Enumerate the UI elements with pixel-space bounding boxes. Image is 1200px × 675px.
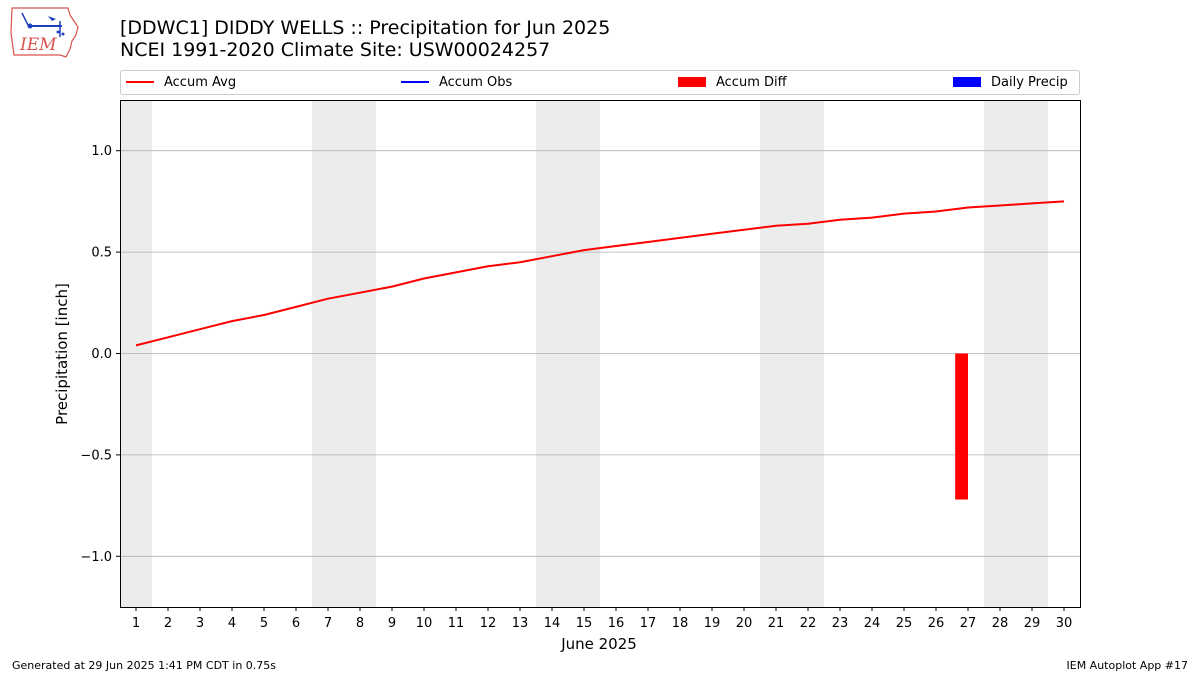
x-tick-label: 1 (132, 616, 140, 631)
x-tick-label: 19 (704, 616, 721, 631)
x-tick-label: 6 (292, 616, 300, 631)
generated-note: Generated at 29 Jun 2025 1:41 PM CDT in … (12, 659, 277, 672)
x-axis-ticks: 1 2 3 4 5 6 7 8 9 10 11 12 13 14 15 16 17 18 19 20 21 22 23 24 2… (132, 607, 1072, 631)
legend: Accum Avg Accum Obs Accum Diff Daily Precip (120, 70, 1080, 95)
y-tick-label: −0.5 (80, 448, 112, 463)
y-tick-label: 0.5 (91, 246, 112, 261)
legend-label: Accum Obs (439, 75, 512, 90)
weekend-shading (120, 100, 1048, 607)
x-tick-label: 4 (228, 616, 236, 631)
x-tick-label: 7 (324, 616, 332, 631)
chart-subtitle: NCEI 1991-2020 Climate Site: USW00024257 (120, 39, 551, 61)
x-tick-label: 10 (416, 616, 433, 631)
x-tick-label: 27 (960, 616, 977, 631)
x-tick-label: 2 (164, 616, 172, 631)
chart-title: [DDWC1] DIDDY WELLS :: Precipitation for… (120, 17, 611, 39)
x-tick-label: 25 (896, 616, 913, 631)
x-tick-label: 24 (864, 616, 881, 631)
x-tick-label: 8 (356, 616, 364, 631)
x-tick-label: 3 (196, 616, 204, 631)
x-tick-label: 29 (1024, 616, 1041, 631)
x-tick-label: 11 (448, 616, 465, 631)
legend-box (120, 70, 1080, 95)
x-tick-label: 15 (576, 616, 593, 631)
legend-swatch-bar (678, 77, 706, 87)
legend-swatch-bar (953, 77, 981, 87)
app-label: IEM Autoplot App #17 (1066, 659, 1189, 672)
x-tick-label: 23 (832, 616, 849, 631)
x-tick-label: 9 (388, 616, 396, 631)
legend-label: Daily Precip (991, 75, 1068, 90)
y-tick-label: 0.0 (91, 347, 112, 362)
legend-label: Accum Avg (164, 75, 236, 90)
x-tick-label: 18 (672, 616, 689, 631)
x-tick-label: 5 (260, 616, 268, 631)
y-axis-ticks: −1.0 −0.5 0.0 0.5 1.0 (80, 144, 120, 565)
x-tick-label: 12 (480, 616, 497, 631)
x-tick-label: 20 (736, 616, 753, 631)
x-tick-label: 26 (928, 616, 945, 631)
x-tick-label: 13 (512, 616, 529, 631)
legend-label: Accum Diff (716, 75, 788, 90)
logo-text: IEM (20, 35, 57, 55)
x-tick-label: 16 (608, 616, 625, 631)
iem-iowa-logo-icon (10, 7, 79, 58)
grid-lines (120, 150, 1080, 557)
y-tick-label: −1.0 (80, 550, 112, 565)
x-axis-label: June 2025 (560, 635, 637, 653)
x-tick-label: 30 (1056, 616, 1073, 631)
accum-avg-line (135, 200, 1065, 347)
accum-diff-bar (955, 353, 968, 500)
y-axis-label: Precipitation [inch] (53, 283, 71, 425)
iem-logo: IEM (8, 5, 80, 59)
x-tick-label: 21 (768, 616, 785, 631)
x-tick-label: 28 (992, 616, 1009, 631)
x-tick-label: 22 (800, 616, 817, 631)
plot-frame (120, 100, 1081, 608)
x-tick-label: 17 (640, 616, 657, 631)
y-tick-label: 1.0 (91, 144, 112, 159)
x-tick-label: 14 (544, 616, 561, 631)
plot-series (135, 200, 1065, 500)
